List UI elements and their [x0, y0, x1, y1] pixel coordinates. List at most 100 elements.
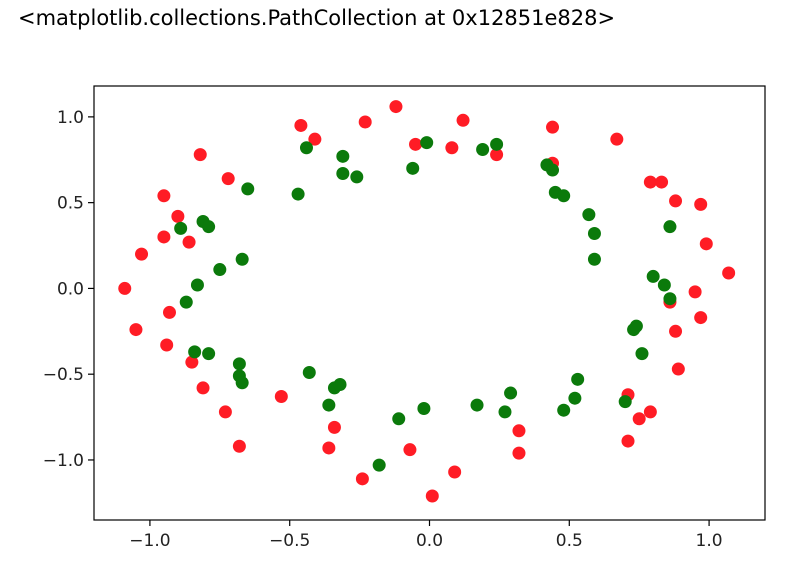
green-point	[190, 278, 204, 292]
red-point	[694, 197, 708, 211]
red-point	[308, 132, 322, 146]
green-point	[663, 220, 677, 234]
red-point	[643, 405, 657, 419]
green-point	[504, 386, 518, 400]
x-tick-label: −0.5	[269, 531, 310, 551]
green-point	[213, 263, 227, 277]
red-point	[403, 443, 417, 457]
green-point	[291, 187, 305, 201]
green-point	[618, 395, 632, 409]
green-point	[179, 295, 193, 309]
green-point	[235, 252, 249, 266]
red-point	[643, 175, 657, 189]
red-point	[512, 446, 526, 460]
y-tick-label: 0.5	[57, 194, 84, 214]
y-tick-label: −1.0	[43, 451, 84, 471]
red-point	[669, 324, 683, 338]
red-point	[129, 323, 143, 337]
green-point	[587, 252, 601, 266]
green-point	[587, 227, 601, 241]
green-point	[235, 376, 249, 390]
y-tick-label: −0.5	[43, 365, 84, 385]
x-tick-label: 0.5	[556, 531, 583, 551]
red-point	[655, 175, 669, 189]
red-point	[448, 465, 462, 479]
x-tick-label: 0.0	[416, 531, 443, 551]
red-point	[425, 489, 439, 503]
green-point	[582, 208, 596, 222]
green-point	[557, 403, 571, 417]
red-point	[688, 285, 702, 299]
green-point	[568, 391, 582, 405]
green-point	[490, 137, 504, 151]
green-point	[420, 136, 434, 150]
red-point	[722, 266, 736, 280]
green-point	[635, 347, 649, 361]
red-point	[294, 118, 308, 132]
red-point	[671, 362, 685, 376]
red-point	[193, 148, 207, 162]
scatter-points	[118, 100, 736, 503]
green-point	[476, 142, 490, 156]
green-point	[202, 347, 216, 361]
green-point	[322, 398, 336, 412]
red-point	[221, 172, 235, 186]
red-point	[135, 247, 149, 261]
red-point	[669, 194, 683, 208]
red-point	[232, 439, 246, 453]
green-point	[202, 220, 216, 234]
red-point	[512, 424, 526, 438]
green-point	[336, 166, 350, 180]
x-tick-label: 1.0	[696, 531, 723, 551]
green-point	[417, 401, 431, 415]
green-point	[646, 269, 660, 283]
green-point	[232, 357, 246, 371]
red-point	[409, 137, 423, 151]
red-point	[610, 132, 624, 146]
plot-frame	[93, 85, 766, 521]
green-point	[392, 412, 406, 426]
red-point	[171, 209, 185, 223]
green-point	[241, 182, 255, 196]
red-point	[182, 235, 196, 249]
red-point	[274, 389, 288, 403]
red-point	[160, 338, 174, 352]
red-point	[546, 120, 560, 134]
green-point	[629, 319, 643, 333]
red-point	[157, 230, 171, 244]
red-point	[162, 305, 176, 319]
green-point	[174, 221, 188, 235]
axis-ticks: −1.0 −0.5 0.0 0.5 1.0 −1.0 −0.5 0.0 0.5 1.0	[43, 108, 723, 551]
green-point	[333, 377, 347, 391]
green-point	[498, 405, 512, 419]
green-point	[299, 141, 313, 155]
green-point	[470, 398, 484, 412]
green-point	[406, 161, 420, 175]
red-point	[218, 405, 232, 419]
red-point	[490, 148, 504, 162]
y-tick-label: 0.0	[57, 279, 84, 299]
red-point	[322, 441, 336, 455]
green-point	[557, 189, 571, 203]
red-point	[632, 412, 646, 426]
green-point	[546, 163, 560, 177]
red-point	[445, 141, 459, 155]
red-point	[621, 434, 635, 448]
red-point	[355, 472, 369, 486]
red-point	[699, 237, 713, 251]
green-point	[571, 372, 585, 386]
red-point	[185, 355, 199, 369]
green-point	[657, 278, 671, 292]
red-point	[157, 189, 171, 203]
red-point	[694, 311, 708, 325]
green-point	[302, 365, 316, 379]
red-point	[196, 381, 210, 395]
x-tick-label: −1.0	[129, 531, 170, 551]
red-point	[118, 281, 132, 295]
cell-output-text: <matplotlib.collections.PathCollection a…	[18, 6, 616, 30]
red-point	[456, 113, 470, 127]
red-point	[389, 100, 403, 114]
green-point	[336, 149, 350, 163]
green-point	[372, 458, 386, 472]
